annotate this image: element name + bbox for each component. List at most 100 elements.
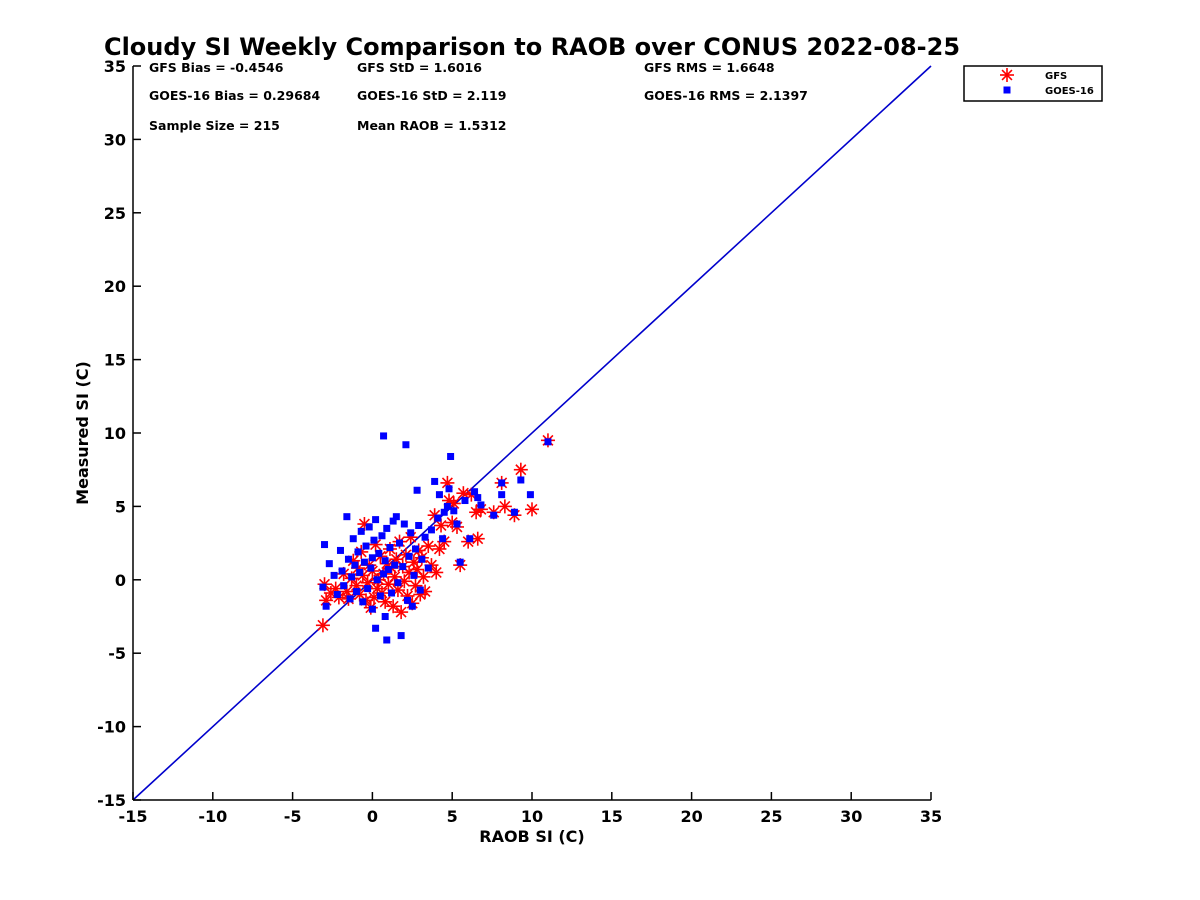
goes-16-point <box>378 532 386 540</box>
gfs-point <box>497 499 512 514</box>
legend-goes-marker <box>1003 86 1011 94</box>
x-axis-label: RAOB SI (C) <box>479 827 584 846</box>
goes-16-point <box>424 564 432 572</box>
series-goes-16 <box>319 432 552 644</box>
stat-sample-size: Sample Size = 215 <box>149 118 280 133</box>
goes-16-point <box>330 571 338 579</box>
goes-16-point <box>407 529 415 537</box>
stat-goes-bias: GOES-16 Bias = 0.29684 <box>149 88 320 103</box>
goes-16-legend-symbol <box>1003 86 1011 94</box>
goes-16-point <box>383 524 391 532</box>
x-tick-label: 10 <box>521 807 543 826</box>
goes-16-point <box>322 602 330 610</box>
goes-16-point <box>344 555 352 563</box>
goes-16-point <box>381 613 389 620</box>
goes-16-point <box>391 561 399 569</box>
goes-16-point <box>348 573 356 581</box>
goes-16-point <box>368 605 376 613</box>
goes-16-point <box>380 432 388 440</box>
goes-16-point <box>372 516 380 524</box>
gfs-point <box>416 569 431 584</box>
goes-16-point <box>380 570 388 578</box>
x-tick-label: 5 <box>447 807 458 826</box>
y-tick-label: -15 <box>97 791 126 810</box>
y-tick-label: 5 <box>115 497 126 516</box>
x-tick-label: 0 <box>367 807 378 826</box>
goes-16-point <box>370 536 378 544</box>
goes-16-point <box>383 636 391 644</box>
goes-16-point <box>394 579 402 587</box>
goes-16-point <box>338 567 346 575</box>
y-tick-label: 35 <box>104 57 126 76</box>
goes-16-point <box>352 588 360 596</box>
stat-mean-raob: Mean RAOB = 1.5312 <box>357 118 506 133</box>
goes-16-point <box>343 513 351 521</box>
y-tick-label: 30 <box>104 130 126 149</box>
goes-16-point <box>474 494 482 502</box>
goes-16-point <box>356 568 364 576</box>
goes-16-point <box>410 571 418 579</box>
goes-16-point <box>456 558 464 566</box>
gfs-point <box>429 565 444 580</box>
goes-16-point <box>443 502 451 510</box>
stat-goes-std: GOES-16 StD = 2.119 <box>357 88 506 103</box>
goes-16-point <box>466 535 474 543</box>
stat-gfs-std: GFS StD = 1.6016 <box>357 60 482 75</box>
gfs-point <box>513 462 528 477</box>
goes-16-point <box>346 595 354 603</box>
y-tick-label: -5 <box>108 644 126 663</box>
x-tick-label: 30 <box>840 807 862 826</box>
goes-16-point <box>359 598 367 606</box>
goes-16-point <box>477 501 485 509</box>
x-tick-label: 35 <box>920 807 942 826</box>
goes-16-point <box>367 564 375 572</box>
goes-16-point <box>381 557 389 565</box>
goes-16-point <box>431 477 439 485</box>
y-tick-label: 20 <box>104 277 126 296</box>
goes-16-point <box>357 527 365 535</box>
goes-16-point <box>498 491 506 499</box>
goes-16-point <box>354 548 362 556</box>
goes-16-point <box>319 583 327 591</box>
x-tick-label: 15 <box>601 807 623 826</box>
y-tick-label: 10 <box>104 424 126 443</box>
y-axis-label: Measured SI (C) <box>73 361 92 505</box>
goes-16-point <box>375 549 383 557</box>
y-tick-label: 15 <box>104 351 126 370</box>
goes-16-point <box>351 561 359 569</box>
gfs-point <box>470 531 485 546</box>
y-tick-label: -10 <box>97 718 126 737</box>
goes-16-point <box>384 566 392 574</box>
gfs-point <box>315 618 330 633</box>
goes-16-point <box>526 491 534 499</box>
goes-16-point <box>396 539 404 547</box>
goes-16-point <box>447 452 455 460</box>
goes-16-point <box>435 491 443 499</box>
goes-16-point <box>373 576 381 584</box>
goes-16-point <box>340 582 348 590</box>
goes-16-point <box>365 523 373 531</box>
axes: -15 -10 -5 0 5 10 15 20 25 30 35 -15 -10 -5 0 5 10 15 20 25… <box>97 57 942 826</box>
goes-16-point <box>386 544 394 552</box>
goes-16-point <box>453 520 461 528</box>
goes-16-point <box>413 486 421 494</box>
gfs-point <box>394 605 409 620</box>
plot-area <box>132 65 932 801</box>
goes-16-point <box>471 488 479 496</box>
gfs-legend-symbol <box>1000 68 1014 82</box>
goes-16-point <box>416 586 424 594</box>
goes-16-point <box>439 535 447 543</box>
gfs-point <box>432 541 447 556</box>
goes-16-point <box>376 592 384 600</box>
y-tick-label: 25 <box>104 204 126 223</box>
one-to-one-line <box>132 65 932 801</box>
goes-16-point <box>321 541 329 549</box>
goes-16-point <box>349 535 357 543</box>
goes-16-point <box>427 526 435 534</box>
goes-16-point <box>402 441 410 449</box>
y-tick-label: 0 <box>115 571 126 590</box>
goes-16-point <box>544 438 552 446</box>
goes-16-point <box>498 479 506 487</box>
goes-16-point <box>333 590 341 598</box>
